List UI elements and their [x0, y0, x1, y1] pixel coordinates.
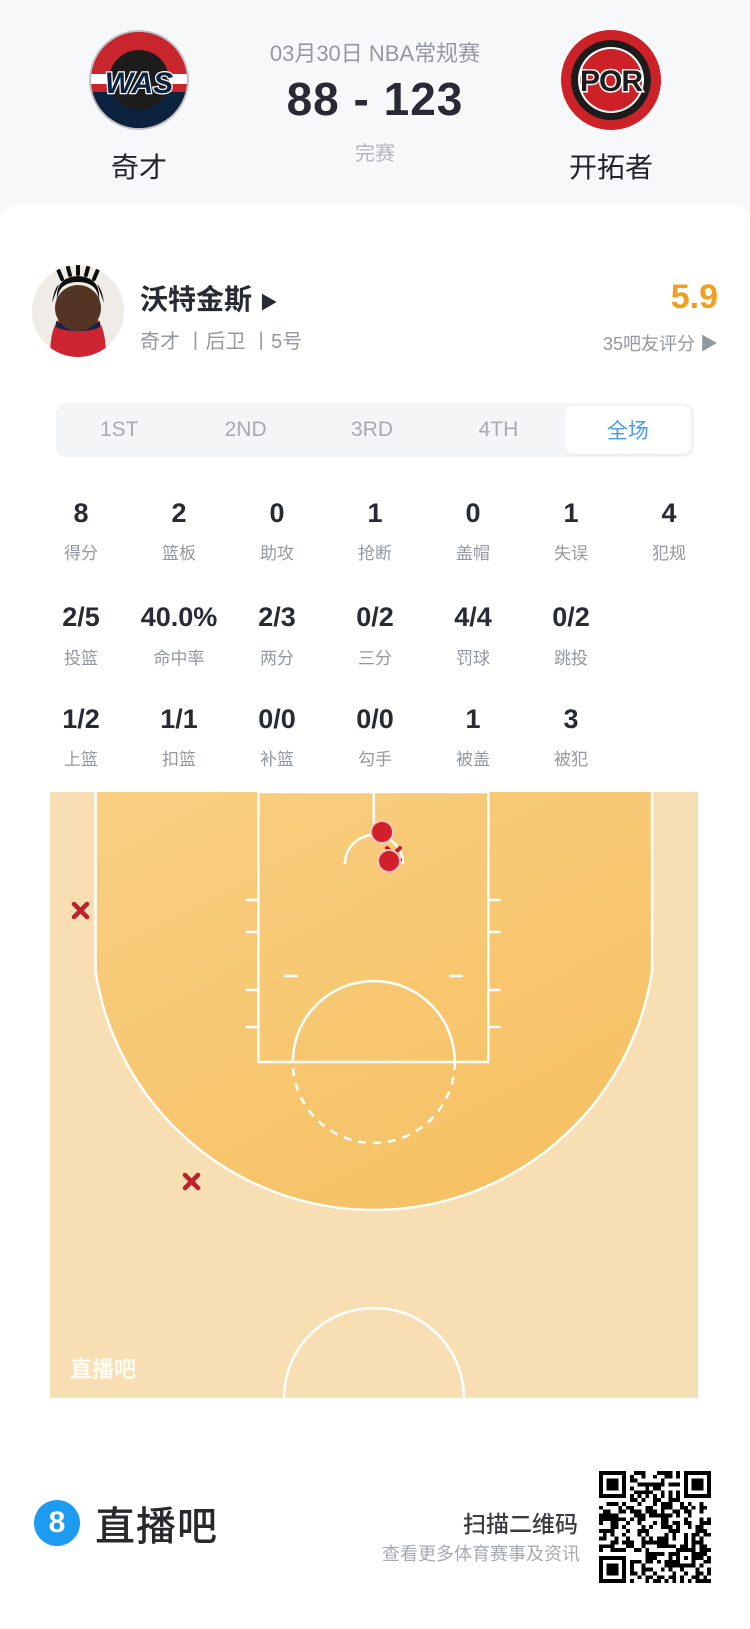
svg-text:直播吧: 直播吧 [70, 1357, 136, 1382]
